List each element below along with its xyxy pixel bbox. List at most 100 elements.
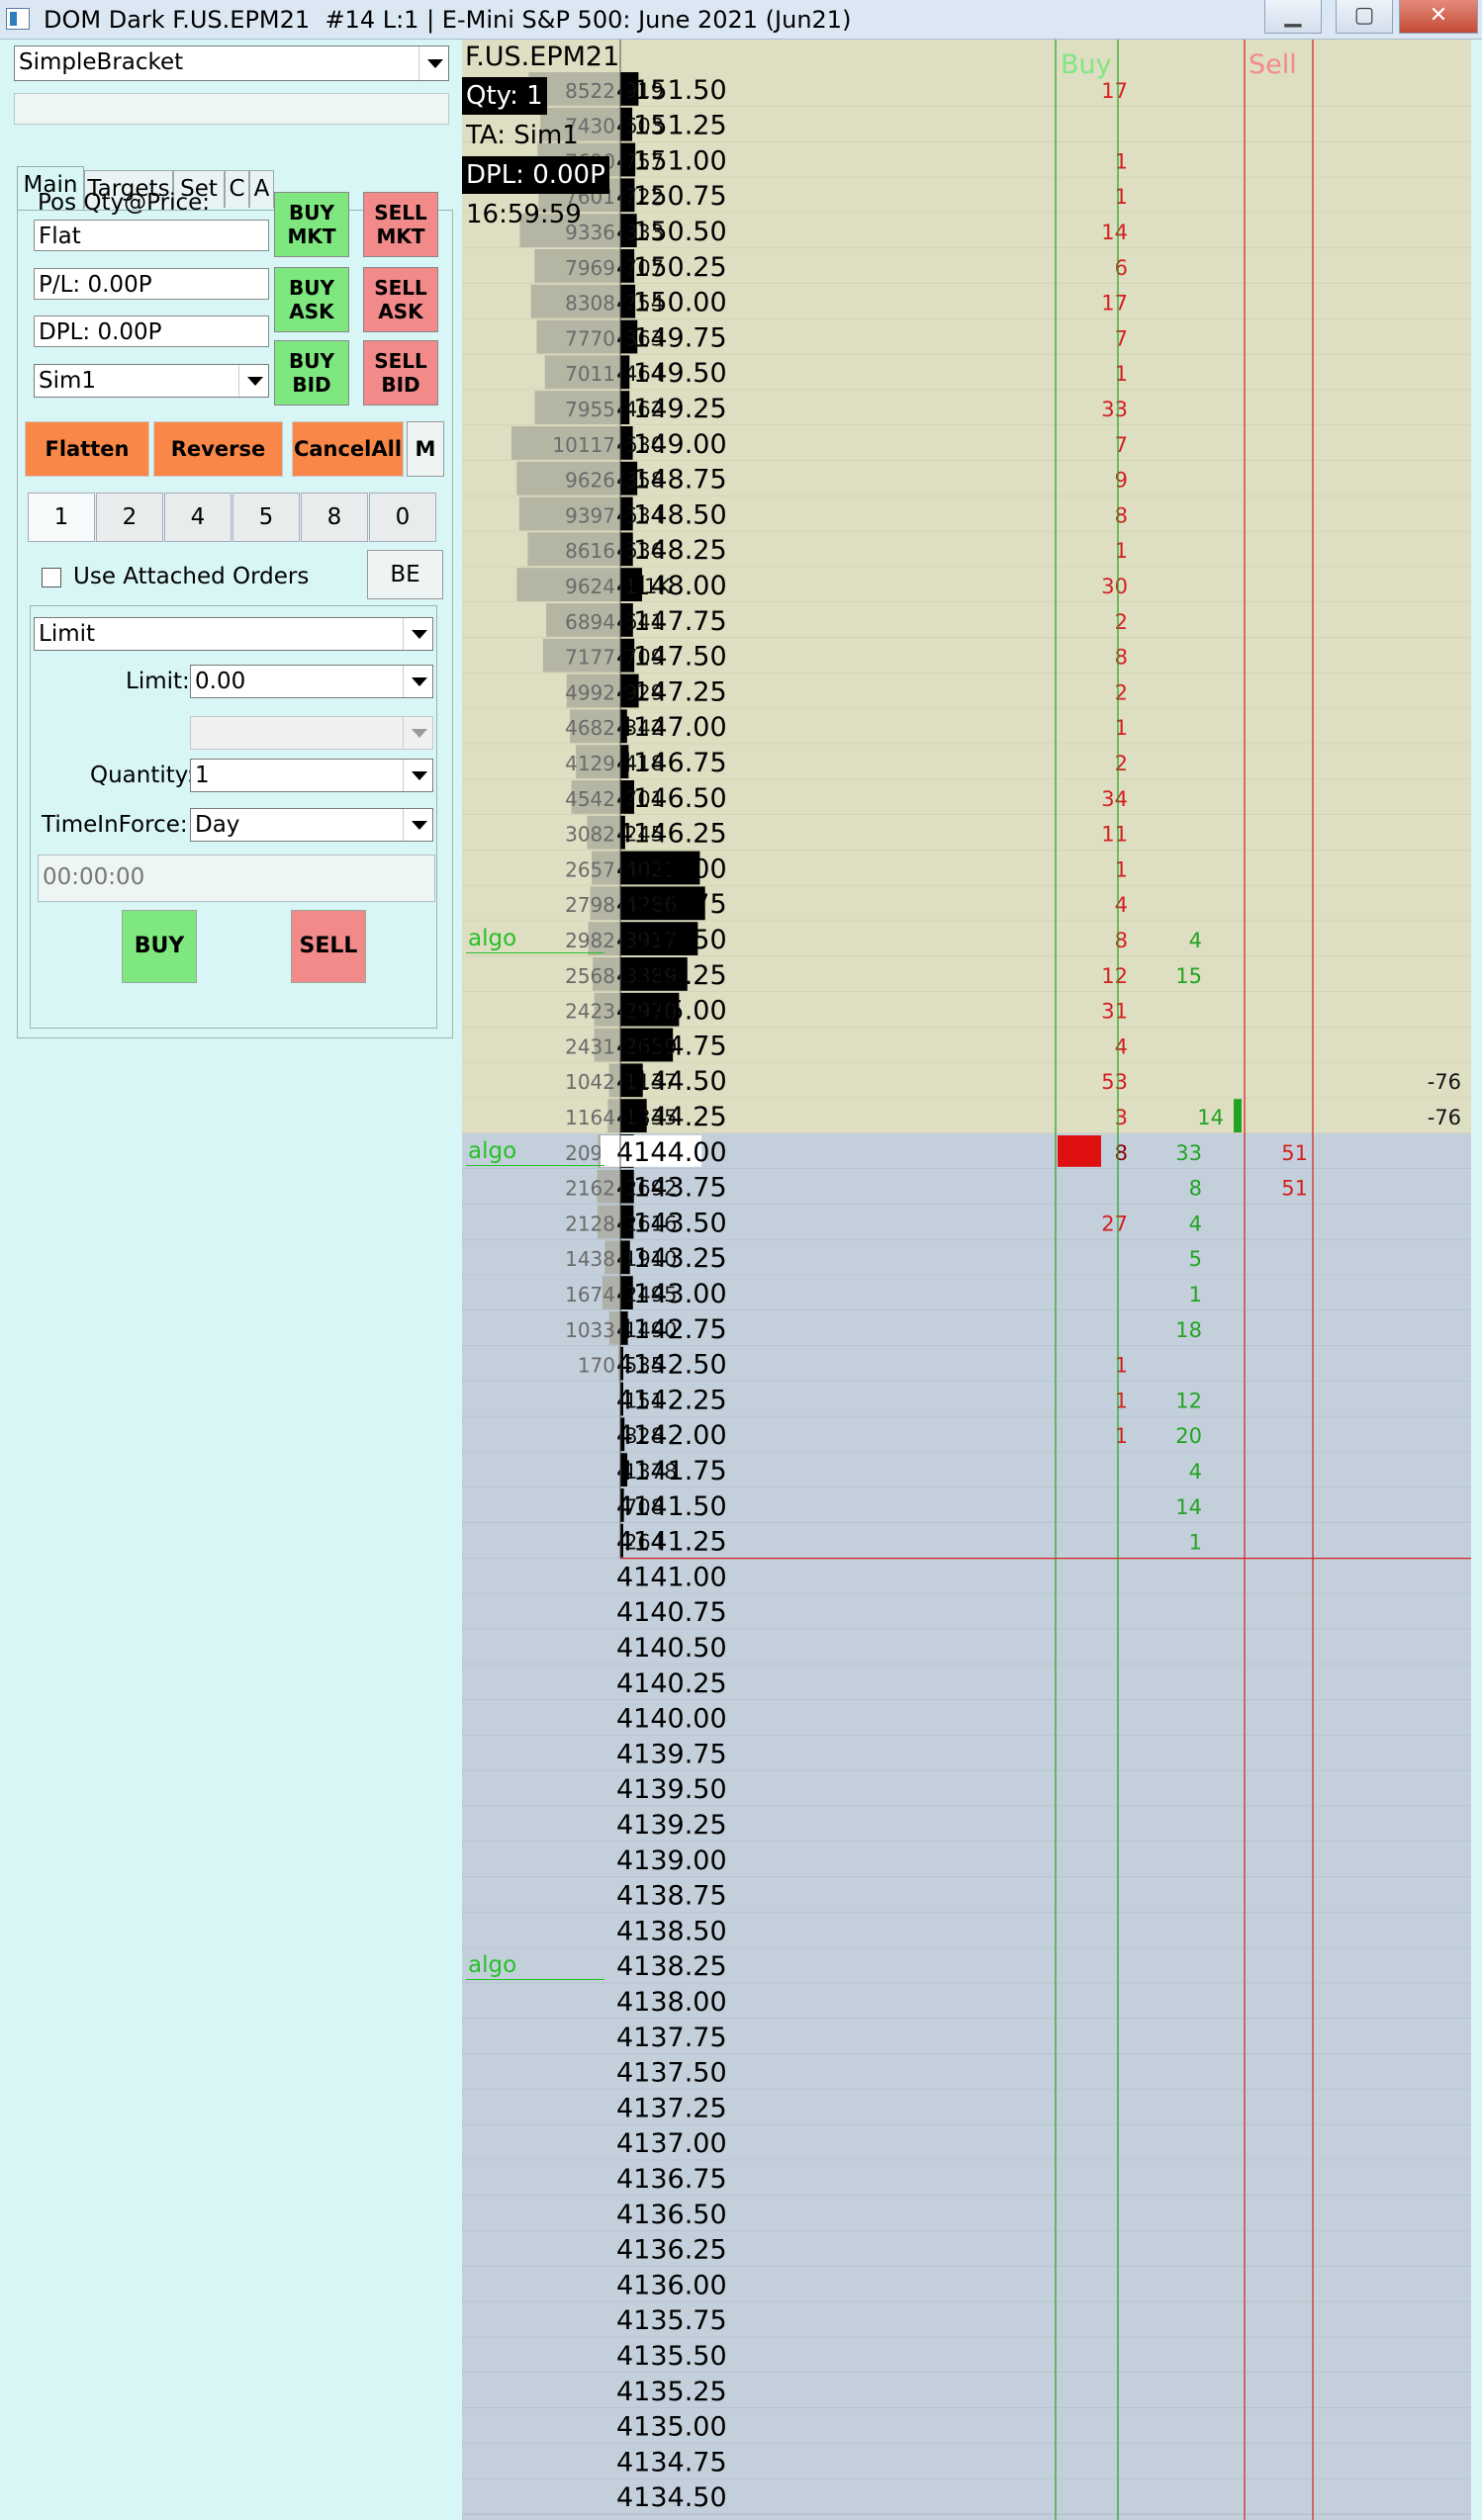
tab-set[interactable]: Set (173, 170, 225, 208)
time-in-force-select[interactable]: Day (190, 808, 433, 842)
quantity-button-2[interactable]: 2 (96, 493, 163, 542)
ladder-symbol: F.US.EPM21 (465, 42, 620, 72)
buy-volume: 53 (1101, 1070, 1128, 1094)
algo-label[interactable]: algo (468, 926, 517, 952)
time-field[interactable]: 00:00:00 (38, 855, 435, 902)
quantity-button-1[interactable]: 1 (28, 493, 95, 542)
size-label: 4286 (624, 893, 677, 917)
size-label: 1490 (624, 1318, 677, 1342)
quantity-button-5[interactable]: 5 (232, 493, 300, 542)
size-bar (620, 780, 635, 814)
price-label: 4138.75 (616, 1881, 727, 1912)
be-button[interactable]: BE (367, 550, 443, 599)
buy-column-header: Buy (1061, 49, 1112, 80)
tab-targets[interactable]: Targets (84, 170, 173, 208)
quantity-label: Quantity: (90, 763, 195, 788)
quantity-button-0[interactable]: 0 (369, 493, 436, 542)
strategy-select[interactable]: SimpleBracket (14, 45, 449, 81)
time-in-force-label: TimeInForce: (42, 812, 188, 838)
volume-profile-bar (594, 1028, 620, 1062)
price-label: 4136.50 (616, 2200, 727, 2230)
sell-bid-button[interactable]: SELL BID (363, 340, 438, 405)
buy-button[interactable]: BUY (122, 910, 197, 983)
tab-a[interactable]: A (249, 170, 274, 208)
volume-label: 9397 (565, 503, 615, 527)
tab-c[interactable]: C (225, 170, 249, 208)
size-bar (620, 107, 633, 141)
volume-profile-bar (597, 1169, 620, 1204)
ladder-row (462, 1735, 1471, 1771)
main-tab-panel (17, 210, 453, 1038)
price-label: 4137.75 (616, 2023, 727, 2053)
minimize-button[interactable]: ▁ (1264, 0, 1322, 34)
size-label: 2495 (624, 1283, 677, 1306)
algo-label[interactable]: algo (468, 1138, 517, 1164)
buy-volume: 33 (1101, 398, 1128, 421)
price-label: 4149.75 (616, 322, 727, 353)
price-label: 4136.75 (616, 2164, 727, 2195)
price-ladder[interactable]: 85229194151.501774306034151.257690757415… (462, 40, 1471, 2520)
account-select[interactable]: Sim1 (34, 364, 269, 398)
size-bar (620, 1453, 628, 1486)
buy-volume: 12 (1101, 964, 1128, 988)
price-label: 4150.00 (616, 288, 727, 318)
ladder-row (462, 1842, 1471, 1877)
volume-label: 9626 (565, 469, 615, 493)
sell-mkt-button[interactable]: SELL MKT (363, 192, 438, 257)
last-price-highlight (601, 1135, 701, 1167)
reverse-button[interactable]: Reverse (153, 421, 283, 477)
buy-ask-button[interactable]: BUY ASK (274, 267, 349, 332)
cancel-all-button[interactable]: CancelAll (292, 421, 404, 477)
buy-volume: 17 (1101, 292, 1128, 315)
use-attached-orders-checkbox[interactable] (42, 568, 61, 587)
close-button[interactable]: ✕ (1399, 0, 1478, 34)
volume-profile-bar (594, 992, 620, 1027)
limit-price-value: 0.00 (195, 669, 246, 694)
strategy-select-value: SimpleBracket (19, 49, 184, 75)
size-bar (620, 745, 629, 778)
volume-label: 3082 (565, 823, 615, 847)
price-label: 4135.25 (616, 2377, 727, 2407)
price-label: 4134.75 (616, 2447, 727, 2477)
algo-label[interactable]: algo (468, 1952, 517, 1979)
buy-mkt-button[interactable]: BUY MKT (274, 192, 349, 257)
size-bar (620, 284, 636, 318)
volume-profile-bar (608, 1063, 620, 1098)
size-bar (620, 1240, 630, 1275)
price-label: 4148.50 (616, 499, 727, 530)
price-label: 4145.25 (616, 960, 727, 991)
size-bar (620, 178, 635, 213)
order-type-select[interactable]: Limit (34, 617, 433, 651)
buy-bid-button[interactable]: BUY BID (274, 340, 349, 405)
maximize-button[interactable]: ▢ (1336, 0, 1393, 34)
size-bar (620, 1063, 643, 1098)
sell-ask-button[interactable]: SELL ASK (363, 267, 438, 332)
price-label: 4140.25 (616, 1668, 727, 1699)
quantity-button-8[interactable]: 8 (301, 493, 368, 542)
quantity-button-4[interactable]: 4 (164, 493, 232, 542)
size-bar (620, 391, 630, 424)
price-label: 4144.50 (616, 1066, 727, 1097)
quantity-field[interactable]: 1 (190, 759, 433, 792)
buy-volume: 14 (1101, 221, 1128, 244)
buy-volume-2: 1 (1189, 1531, 1202, 1555)
price-label: 4147.00 (616, 712, 727, 743)
size-bar (620, 1276, 633, 1309)
size-label: 630 (624, 433, 664, 457)
size-bar (620, 922, 698, 955)
ladder-row (462, 2407, 1471, 2444)
tab-main[interactable]: Main (17, 166, 84, 210)
limit-price-field[interactable]: 0.00 (190, 665, 433, 698)
size-label: 603 (624, 115, 664, 138)
ladder-header-bg (462, 40, 1471, 73)
size-label: 2970 (624, 1000, 677, 1024)
m-button[interactable]: M (407, 421, 444, 477)
volume-label: 6894 (565, 610, 615, 634)
sell-button[interactable]: SELL (291, 910, 366, 983)
price-label: 4139.25 (616, 1810, 727, 1841)
buy-volume: 7 (1115, 326, 1128, 350)
ladder-row (462, 354, 1471, 391)
volume-profile-bar (566, 674, 620, 708)
flatten-button[interactable]: Flatten (25, 421, 149, 477)
